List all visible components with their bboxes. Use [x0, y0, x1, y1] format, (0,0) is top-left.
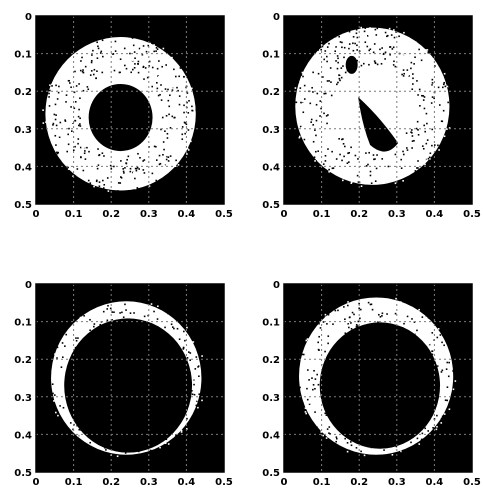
x-tick-label: 0.3: [388, 477, 406, 488]
y-tick-label: 0.4: [14, 162, 32, 173]
panel-bottom-left: 0 0.1 0.2 0.3 0.4 0.500.10.20.30.40.5: [14, 280, 233, 488]
dark-core: [88, 83, 153, 152]
x-tick-label: 0: [281, 209, 288, 220]
x-tick-label: 0.2: [350, 477, 368, 488]
x-tick-label: 0.5: [463, 209, 481, 220]
y-tick-label: 0.3: [262, 393, 280, 404]
y-tick-label: 0.5: [14, 200, 32, 211]
y-tick-label: 0.1: [14, 318, 32, 329]
panel-top-right: 0 0.1 0.2 0.3 0.4 0.500.10.20.30.40.5: [262, 12, 481, 220]
dark-core: [64, 318, 193, 453]
x-tick-label: 0.2: [102, 209, 120, 220]
image-layer: [42, 37, 199, 195]
x-tick-label: 0.5: [215, 477, 233, 488]
y-tick-label: 0: [273, 280, 280, 291]
x-tick-label: 0: [281, 477, 288, 488]
image-layer: [48, 301, 205, 458]
x-tick-label: 0.3: [140, 209, 158, 220]
panel-bottom-right: 0 0.1 0.2 0.3 0.4 0.500.10.20.30.40.5: [262, 280, 481, 488]
plot-frame: [283, 283, 473, 473]
y-tick-label: 0.5: [14, 468, 32, 479]
y-tick-label: 0.1: [262, 50, 280, 61]
x-tick-label: 0.4: [178, 209, 196, 220]
grid: [284, 284, 472, 472]
x-tick-label: 0: [33, 209, 40, 220]
y-tick-label: 0.1: [14, 50, 32, 61]
x-tick-label: 0.3: [388, 209, 406, 220]
panel-top-left: 0 0.1 0.2 0.3 0.4 0.500.10.20.30.40.5: [14, 12, 233, 220]
y-tick-label: 0.2: [262, 355, 280, 366]
y-tick-label: 0.3: [14, 393, 32, 404]
dark-spot: [345, 55, 358, 74]
dark-core: [319, 322, 441, 449]
plot-frame: [35, 283, 225, 473]
x-tick-label: 0.4: [178, 477, 196, 488]
y-tick-label: 0.4: [262, 162, 280, 173]
x-tick-label: 0.5: [215, 209, 233, 220]
x-tick-label: 0.2: [350, 209, 368, 220]
x-tick-label: 0.1: [65, 477, 83, 488]
x-tick-label: 0.1: [313, 477, 331, 488]
y-tick-label: 0: [25, 12, 32, 23]
x-tick-label: 0.2: [102, 477, 120, 488]
plot-frame: [283, 15, 473, 205]
y-tick-label: 0: [25, 280, 32, 291]
y-tick-label: 0.5: [262, 468, 280, 479]
y-tick-label: 0.1: [262, 318, 280, 329]
y-tick-label: 0.3: [14, 125, 32, 136]
grid: [36, 16, 224, 204]
speckle-texture: [42, 37, 199, 195]
x-tick-label: 0: [33, 477, 40, 488]
y-tick-label: 0.2: [14, 87, 32, 98]
plot-frame: [35, 15, 225, 205]
grid: [284, 16, 472, 204]
x-tick-label: 0.1: [65, 209, 83, 220]
x-tick-label: 0.1: [313, 209, 331, 220]
image-layer: [294, 26, 453, 188]
grid: [36, 284, 224, 472]
y-tick-label: 0.3: [262, 125, 280, 136]
image-layer: [299, 297, 457, 457]
y-tick-label: 0: [273, 12, 280, 23]
x-tick-label: 0.5: [463, 477, 481, 488]
bright-region: [295, 27, 450, 185]
y-tick-label: 0.2: [262, 87, 280, 98]
y-tick-label: 0.5: [262, 200, 280, 211]
x-tick-label: 0.4: [426, 477, 444, 488]
dark-core: [358, 97, 399, 152]
y-tick-label: 0.4: [14, 430, 32, 441]
y-tick-label: 0.4: [262, 430, 280, 441]
x-tick-label: 0.3: [140, 477, 158, 488]
y-tick-label: 0.2: [14, 355, 32, 366]
x-tick-label: 0.4: [426, 209, 444, 220]
